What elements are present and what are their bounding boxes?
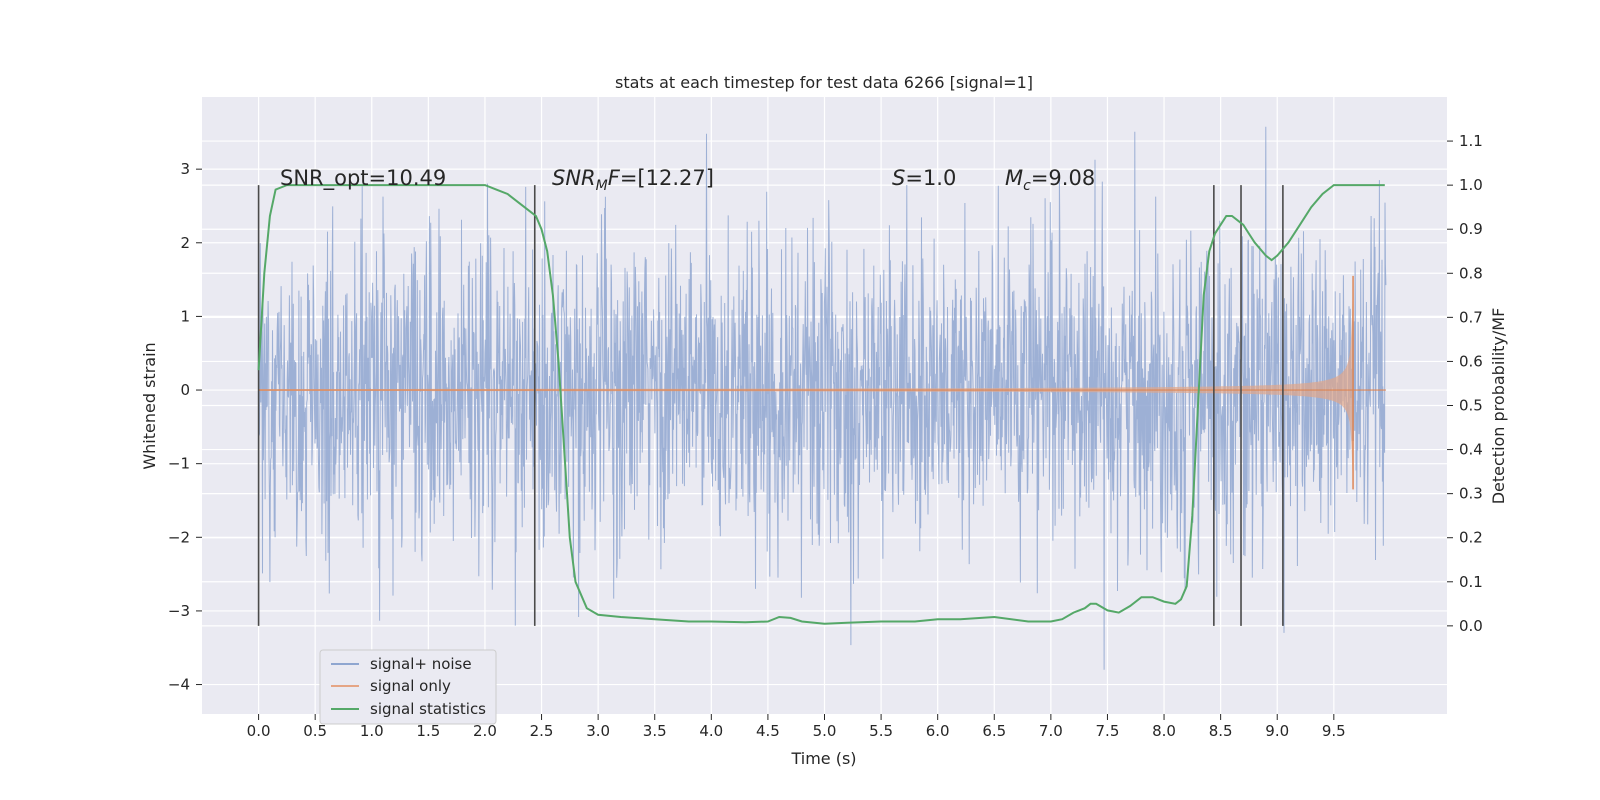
x-tick-label: 0.5 [303,722,327,740]
noise-trace [258,126,1387,670]
x-tick-label: 7.0 [1039,722,1063,740]
legend-box [319,649,497,725]
y2-tick-label: 1.1 [1459,132,1483,150]
chart-title: stats at each timestep for test data 626… [615,73,1033,92]
y2-axis-label: Detection probability/MF [1489,308,1508,505]
y2-tick-label: 0.5 [1459,397,1483,415]
x-tick-label: 1.5 [416,722,440,740]
series-signal-statistics [257,184,1385,625]
x-tick-label: 5.0 [813,722,837,740]
x-tick-label: 6.5 [982,722,1006,740]
statistics-line [257,184,1385,625]
y-axis-ticks: 3 2 1 0 −1 −2 −3 −4 [168,160,202,694]
x-tick-label: 8.5 [1209,722,1233,740]
y-tick-label: −3 [168,602,190,620]
x-tick-label: 3.5 [643,722,667,740]
y-axis-label: Whitened strain [140,342,159,469]
x-tick-label: 1.0 [360,722,384,740]
x-axis-ticks: 0.0 0.5 1.0 1.5 2.0 2.5 3.0 3.5 4.0 4.5 5.0 5.5 6.0 6… [247,714,1346,740]
y2-tick-label: 0.9 [1459,220,1483,238]
y2-tick-label: 0.8 [1459,264,1483,282]
y-tick-label: −2 [168,528,190,546]
y-tick-label: 3 [180,160,190,178]
x-tick-label: 9.0 [1265,722,1289,740]
y-tick-label: 2 [180,234,190,252]
x-tick-label: 6.0 [926,722,950,740]
y2-tick-label: 0.4 [1459,441,1483,459]
y2-axis-ticks: 1.1 1.0 0.9 0.8 0.7 0.6 0.5 0.4 0.3 0.2 0.1 0.0 [1447,132,1483,635]
x-tick-label: 5.5 [869,722,893,740]
legend: signal+ noise signal only signal statist… [319,649,497,725]
series-signal-noise [258,126,1387,670]
x-tick-label: 9.5 [1322,722,1346,740]
y2-tick-label: 0.0 [1459,617,1483,635]
y-tick-label: −4 [168,676,190,694]
y2-tick-label: 1.0 [1459,176,1483,194]
vertical-markers [257,185,1284,626]
legend-label-signal-noise: signal+ noise [370,655,472,673]
legend-label-signal-only: signal only [370,677,451,695]
y2-tick-label: 0.7 [1459,308,1483,326]
x-tick-label: 2.0 [473,722,497,740]
x-tick-label: 2.5 [530,722,554,740]
annotation-s: S=1.0 [892,166,956,190]
x-tick-label: 3.0 [586,722,610,740]
annotation-mc: Mc=9.08 [1005,166,1095,194]
legend-label-signal-statistics: signal statistics [370,700,486,718]
y-tick-label: 0 [180,381,190,399]
x-tick-label: 8.0 [1152,722,1176,740]
y-tick-label: −1 [168,455,190,473]
y2-tick-label: 0.3 [1459,485,1483,503]
y-tick-label: 1 [180,307,190,325]
y2-tick-label: 0.2 [1459,529,1483,547]
annotation-snr-mf: SNRMF=[12.27] [552,166,714,194]
x-axis-label: Time (s) [790,749,856,768]
x-tick-label: 0.0 [247,722,271,740]
y2-tick-label: 0.1 [1459,573,1483,591]
y2-tick-label: 0.6 [1459,352,1483,370]
x-tick-label: 7.5 [1096,722,1120,740]
x-tick-label: 4.0 [699,722,723,740]
x-tick-label: 4.5 [756,722,780,740]
annotation-snr-opt: SNR_opt=10.49 [280,166,446,191]
